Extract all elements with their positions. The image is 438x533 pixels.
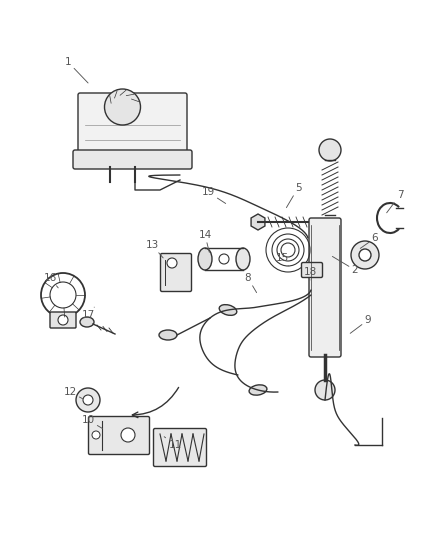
- Circle shape: [319, 139, 341, 161]
- Text: 11: 11: [164, 437, 182, 450]
- FancyBboxPatch shape: [301, 262, 322, 278]
- Text: 6: 6: [360, 233, 378, 248]
- Text: 16: 16: [43, 273, 58, 288]
- Text: 8: 8: [245, 273, 257, 293]
- Circle shape: [315, 380, 335, 400]
- Ellipse shape: [249, 385, 267, 395]
- Circle shape: [359, 249, 371, 261]
- Circle shape: [92, 431, 100, 439]
- Text: 13: 13: [145, 240, 163, 258]
- Polygon shape: [251, 214, 265, 230]
- Text: 1: 1: [65, 57, 88, 83]
- Text: 9: 9: [350, 315, 371, 333]
- Text: 5: 5: [286, 183, 301, 208]
- FancyBboxPatch shape: [160, 254, 191, 292]
- FancyBboxPatch shape: [73, 150, 192, 169]
- Text: 19: 19: [201, 187, 226, 204]
- Circle shape: [219, 254, 229, 264]
- Circle shape: [83, 395, 93, 405]
- Text: 18: 18: [304, 267, 317, 280]
- Text: 2: 2: [332, 256, 358, 275]
- Ellipse shape: [80, 317, 94, 327]
- Circle shape: [121, 428, 135, 442]
- FancyBboxPatch shape: [309, 218, 341, 357]
- Circle shape: [58, 315, 68, 325]
- Text: 7: 7: [387, 190, 403, 213]
- Ellipse shape: [198, 248, 212, 270]
- Text: 10: 10: [81, 415, 102, 429]
- FancyBboxPatch shape: [50, 312, 76, 328]
- Circle shape: [351, 241, 379, 269]
- FancyBboxPatch shape: [78, 93, 187, 162]
- Circle shape: [167, 258, 177, 268]
- Circle shape: [76, 388, 100, 412]
- Text: 15: 15: [276, 253, 289, 266]
- FancyBboxPatch shape: [153, 429, 206, 466]
- Ellipse shape: [236, 248, 250, 270]
- FancyBboxPatch shape: [88, 416, 149, 455]
- Text: 12: 12: [64, 387, 82, 399]
- Circle shape: [105, 89, 141, 125]
- Ellipse shape: [219, 305, 237, 316]
- Text: 14: 14: [198, 230, 212, 252]
- Text: 17: 17: [81, 307, 95, 320]
- Ellipse shape: [159, 330, 177, 340]
